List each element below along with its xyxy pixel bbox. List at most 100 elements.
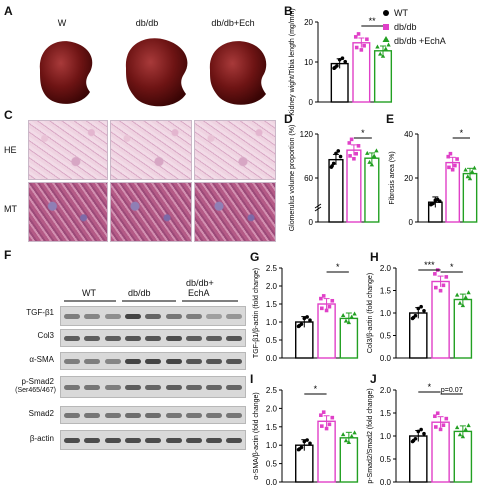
data-point xyxy=(337,57,342,62)
wb-band xyxy=(226,437,243,443)
wb-band xyxy=(145,384,162,390)
wb-label-tgf: TGF-β1 xyxy=(26,308,54,317)
wb-band xyxy=(124,412,141,418)
bar xyxy=(328,158,344,223)
wb-band xyxy=(64,335,80,341)
kidney-label-echa: db/db+Ech xyxy=(211,18,255,28)
legend xyxy=(382,10,390,42)
data-point xyxy=(463,167,468,172)
significance-label: * xyxy=(450,262,454,272)
data-point xyxy=(460,303,466,308)
data-point xyxy=(435,411,440,416)
data-point xyxy=(383,46,388,51)
wb-band xyxy=(185,335,202,341)
wb-band xyxy=(84,335,101,341)
data-point xyxy=(340,56,345,61)
bar xyxy=(453,298,473,359)
wb-band xyxy=(206,384,223,390)
data-point xyxy=(371,153,377,158)
wb-band xyxy=(64,358,80,364)
wb-group-wt: WT xyxy=(82,288,96,298)
wb-band xyxy=(104,412,121,418)
y-tick-label: 20 xyxy=(404,174,413,183)
significance-label: * xyxy=(314,384,318,394)
bar xyxy=(462,172,478,223)
y-tick-label: 2.0 xyxy=(266,282,278,291)
wb-band xyxy=(226,412,243,418)
kidney-wt xyxy=(39,41,93,104)
data-point xyxy=(319,413,323,418)
bar xyxy=(373,50,393,103)
y-axis-label: Fibrosis area (%) xyxy=(389,151,396,204)
data-point xyxy=(338,154,343,159)
wb-label-asma: α-SMA xyxy=(29,355,54,364)
wb-band xyxy=(165,358,182,364)
wb-band xyxy=(124,437,141,443)
data-point xyxy=(297,323,302,328)
y-tick-label: 0 xyxy=(309,218,314,227)
wb-band xyxy=(84,437,101,443)
wb-band xyxy=(165,313,182,319)
wb-band xyxy=(165,412,182,418)
data-point xyxy=(433,272,437,276)
legend-marker-echa xyxy=(382,36,390,42)
y-tick-label: 120 xyxy=(300,130,314,139)
data-point xyxy=(340,432,346,437)
y-axis-label: Kidney wight/Tibia length (mg/mm) xyxy=(289,8,296,116)
data-point xyxy=(330,415,335,420)
data-point xyxy=(340,313,346,318)
data-point xyxy=(374,148,379,153)
wb-band xyxy=(165,384,182,390)
wb-band xyxy=(185,313,202,319)
wb-band xyxy=(185,384,202,390)
y-tick-label: 1.0 xyxy=(266,441,278,450)
significance-label: p=0.07 xyxy=(441,387,463,394)
data-point xyxy=(346,320,352,325)
y-tick-label: 1.5 xyxy=(266,300,278,309)
data-point xyxy=(453,163,457,168)
wb-band xyxy=(145,358,162,364)
data-point xyxy=(305,438,309,442)
wb-band xyxy=(124,384,141,390)
data-point xyxy=(386,42,391,47)
wb-band xyxy=(185,358,202,364)
data-point xyxy=(450,167,455,172)
data-point xyxy=(457,432,463,437)
significance-label: * xyxy=(361,128,365,138)
wb-band xyxy=(206,437,223,443)
y-tick-label: 2.5 xyxy=(266,386,278,395)
data-point xyxy=(455,157,459,161)
panel-label-e: E xyxy=(386,112,395,126)
panel-label-b: B xyxy=(284,4,293,18)
wb-band xyxy=(64,412,80,418)
panel-label-c: C xyxy=(4,108,13,122)
data-point xyxy=(470,169,475,174)
wb-group-echa-line2: EchA xyxy=(188,288,210,298)
histo-mt-wt xyxy=(28,182,108,242)
y-axis-label: Col3/β-actin (fold change) xyxy=(367,273,374,353)
panel-label-i: I xyxy=(250,372,254,386)
data-point xyxy=(441,423,446,427)
data-point xyxy=(454,425,460,430)
data-point xyxy=(422,431,426,436)
y-tick-label: 1.0 xyxy=(380,309,392,318)
data-point xyxy=(308,441,312,446)
y-axis-label: p-Smad2/Smad2 (fold change) xyxy=(367,388,374,483)
histo-row-mt: MT xyxy=(4,204,17,214)
y-tick-label: 0.5 xyxy=(380,332,392,341)
wb-label-smad2: Smad2 xyxy=(28,409,54,418)
wb-group-echa-line1: db/db+ xyxy=(186,278,214,288)
kidney-images xyxy=(39,38,267,107)
data-point xyxy=(448,151,453,156)
panel-label-f: F xyxy=(4,248,12,262)
data-point xyxy=(419,427,423,432)
y-tick-label: 1.0 xyxy=(266,318,278,327)
legend-marker-wt xyxy=(383,10,389,16)
wb-band xyxy=(104,358,121,364)
histo-mt-db xyxy=(110,182,192,242)
wb-band xyxy=(84,358,101,364)
data-point xyxy=(343,318,349,323)
data-point xyxy=(305,315,309,319)
data-point xyxy=(348,154,352,158)
data-point xyxy=(324,426,329,431)
